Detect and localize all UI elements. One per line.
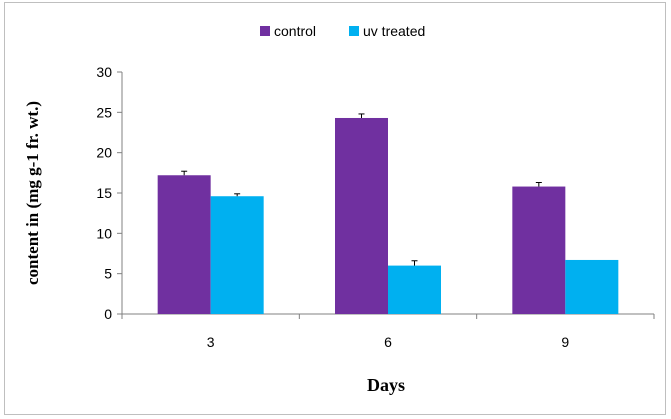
bar-control-day-6 <box>335 117 388 314</box>
x-tick-label: 6 <box>384 334 392 350</box>
legend-label-uv-treated: uv treated <box>363 23 425 39</box>
y-tick-label: 10 <box>96 225 112 241</box>
plot-area: 0 5 10 15 20 25 30 3 6 9 <box>96 64 655 350</box>
y-tick-label: 15 <box>96 185 112 201</box>
legend-label-control: control <box>274 23 316 39</box>
bar-uv-treated-day-9 <box>565 259 619 314</box>
x-tick-label: 9 <box>561 334 569 350</box>
bar-uv-treated-day-6 <box>388 265 441 314</box>
x-tick-label: 3 <box>207 334 215 350</box>
legend-swatch-uv-treated <box>349 26 359 36</box>
y-tick-label: 20 <box>96 145 112 161</box>
bar-control-day-9 <box>512 186 566 314</box>
y-tick-label: 25 <box>96 104 112 120</box>
bar-uv-treated-day-3 <box>210 196 264 314</box>
y-tick-label: 30 <box>96 64 112 80</box>
bar-control-day-3 <box>157 175 211 314</box>
y-tick-label: 5 <box>104 266 112 282</box>
x-axis-title: Days <box>367 375 405 395</box>
legend: control uv treated <box>260 23 425 39</box>
y-tick-label: 0 <box>104 306 112 322</box>
legend-swatch-control <box>260 26 270 36</box>
y-axis-title: content in (mg g-1 fr. wt.) <box>23 101 42 285</box>
